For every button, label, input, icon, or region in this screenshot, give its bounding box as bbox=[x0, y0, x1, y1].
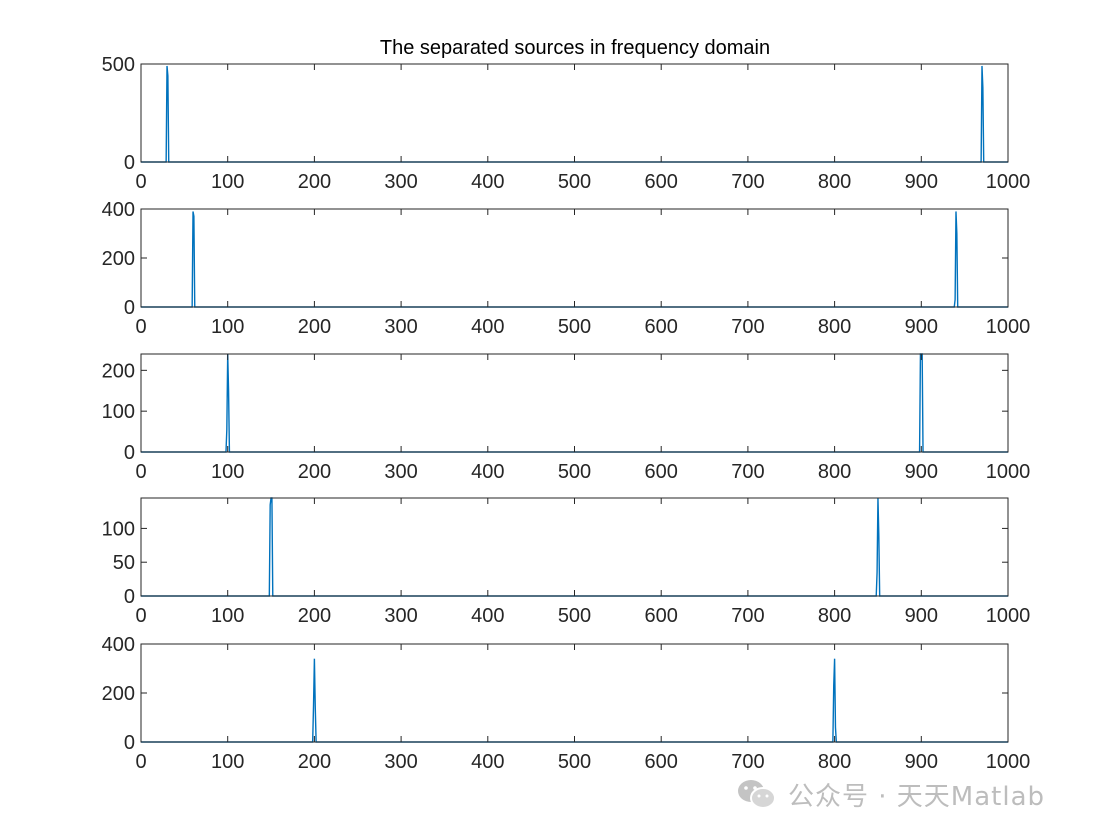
axes-box-2 bbox=[140, 208, 1009, 308]
x-tick-label: 500 bbox=[558, 316, 591, 338]
x-tick-label: 300 bbox=[384, 751, 417, 773]
x-tick-label: 900 bbox=[905, 316, 938, 338]
x-tick-label: 900 bbox=[905, 751, 938, 773]
x-tick-label: 500 bbox=[558, 461, 591, 483]
chart-title: The separated sources in frequency domai… bbox=[380, 37, 770, 59]
x-tick-label: 1000 bbox=[986, 751, 1031, 773]
x-tick-label: 200 bbox=[298, 316, 331, 338]
x-tick-label: 600 bbox=[645, 171, 678, 193]
y-tick-label: 0 bbox=[124, 732, 135, 754]
x-tick-label: 100 bbox=[211, 461, 244, 483]
axes-box-3 bbox=[140, 353, 1009, 453]
x-tick-label: 700 bbox=[731, 316, 764, 338]
x-tick-label: 0 bbox=[135, 605, 146, 627]
x-tick-label: 0 bbox=[135, 171, 146, 193]
axes-box-5 bbox=[140, 643, 1009, 743]
wechat-icon bbox=[738, 780, 776, 809]
y-tick-label: 400 bbox=[102, 199, 135, 221]
x-tick-label: 600 bbox=[645, 316, 678, 338]
x-tick-label: 300 bbox=[384, 171, 417, 193]
y-tick-label: 0 bbox=[124, 297, 135, 319]
x-tick-label: 500 bbox=[558, 605, 591, 627]
subplot-1: 0 100 200 300 400 500 600 700 800 900 1000 0 500 bbox=[102, 54, 1031, 193]
series-line-1-1 bbox=[141, 65, 1008, 163]
series-line-3-1 bbox=[141, 353, 1008, 453]
y-tick-label: 0 bbox=[124, 152, 135, 174]
x-tick-label: 900 bbox=[905, 171, 938, 193]
y-tick-label: 100 bbox=[102, 518, 135, 540]
subplot-4: 0 100 200 300 400 500 600 700 800 900 1000 0 50 100 bbox=[102, 497, 1031, 627]
x-tick-label: 200 bbox=[298, 605, 331, 627]
y-tick-label: 200 bbox=[102, 360, 135, 382]
x-tick-label: 200 bbox=[298, 751, 331, 773]
x-tick-label: 600 bbox=[645, 751, 678, 773]
series-line-2-1 bbox=[141, 211, 1008, 308]
x-tick-label: 200 bbox=[298, 171, 331, 193]
x-tick-label: 800 bbox=[818, 751, 851, 773]
x-tick-label: 0 bbox=[135, 751, 146, 773]
x-tick-label: 100 bbox=[211, 605, 244, 627]
x-tick-label: 900 bbox=[905, 461, 938, 483]
y-tick-label: 400 bbox=[102, 634, 135, 656]
x-tick-label: 0 bbox=[135, 461, 146, 483]
x-tick-label: 300 bbox=[384, 316, 417, 338]
subplot-2: 0 100 200 300 400 500 600 700 800 900 1000 0 200 400 bbox=[102, 199, 1031, 338]
x-tick-label: 700 bbox=[731, 461, 764, 483]
y-tick-label: 0 bbox=[124, 442, 135, 464]
y-tick-label: 500 bbox=[102, 54, 135, 76]
x-tick-label: 1000 bbox=[986, 605, 1031, 627]
x-tick-label: 1000 bbox=[986, 461, 1031, 483]
x-tick-label: 300 bbox=[384, 461, 417, 483]
x-tick-label: 1000 bbox=[986, 316, 1031, 338]
y-tick-label: 100 bbox=[102, 401, 135, 423]
x-tick-label: 0 bbox=[135, 316, 146, 338]
x-tick-label: 600 bbox=[645, 605, 678, 627]
x-tick-label: 400 bbox=[471, 171, 504, 193]
x-tick-label: 800 bbox=[818, 461, 851, 483]
x-tick-label: 200 bbox=[298, 461, 331, 483]
x-tick-label: 600 bbox=[645, 461, 678, 483]
x-tick-label: 300 bbox=[384, 605, 417, 627]
x-tick-label: 700 bbox=[731, 171, 764, 193]
axes-box-1 bbox=[140, 63, 1009, 163]
subplot-5: 0 100 200 300 400 500 600 700 800 900 1000 0 200 400 bbox=[102, 634, 1031, 773]
x-tick-label: 800 bbox=[818, 316, 851, 338]
x-tick-label: 700 bbox=[731, 605, 764, 627]
x-tick-label: 800 bbox=[818, 171, 851, 193]
series-line-5-1 bbox=[141, 658, 1008, 743]
series-line-4-1 bbox=[141, 497, 1008, 597]
watermark: 公众号 · 天天Matlab bbox=[736, 776, 1045, 812]
x-tick-label: 700 bbox=[731, 751, 764, 773]
x-tick-label: 1000 bbox=[986, 171, 1031, 193]
x-tick-label: 400 bbox=[471, 605, 504, 627]
x-tick-label: 800 bbox=[818, 605, 851, 627]
x-tick-label: 500 bbox=[558, 751, 591, 773]
y-tick-label: 200 bbox=[102, 683, 135, 705]
subplot-3: 0 100 200 300 400 500 600 700 800 900 1000 0 100 200 bbox=[102, 353, 1031, 483]
watermark-text: 公众号 · 天天Matlab bbox=[788, 781, 1046, 812]
x-tick-label: 100 bbox=[211, 751, 244, 773]
y-tick-label: 0 bbox=[124, 586, 135, 608]
y-tick-label: 200 bbox=[102, 248, 135, 270]
x-tick-label: 500 bbox=[558, 171, 591, 193]
x-tick-label: 400 bbox=[471, 316, 504, 338]
x-tick-label: 100 bbox=[211, 316, 244, 338]
y-tick-label: 50 bbox=[113, 552, 135, 574]
x-tick-label: 400 bbox=[471, 461, 504, 483]
x-tick-label: 900 bbox=[905, 605, 938, 627]
x-tick-label: 100 bbox=[211, 171, 244, 193]
x-tick-label: 400 bbox=[471, 751, 504, 773]
